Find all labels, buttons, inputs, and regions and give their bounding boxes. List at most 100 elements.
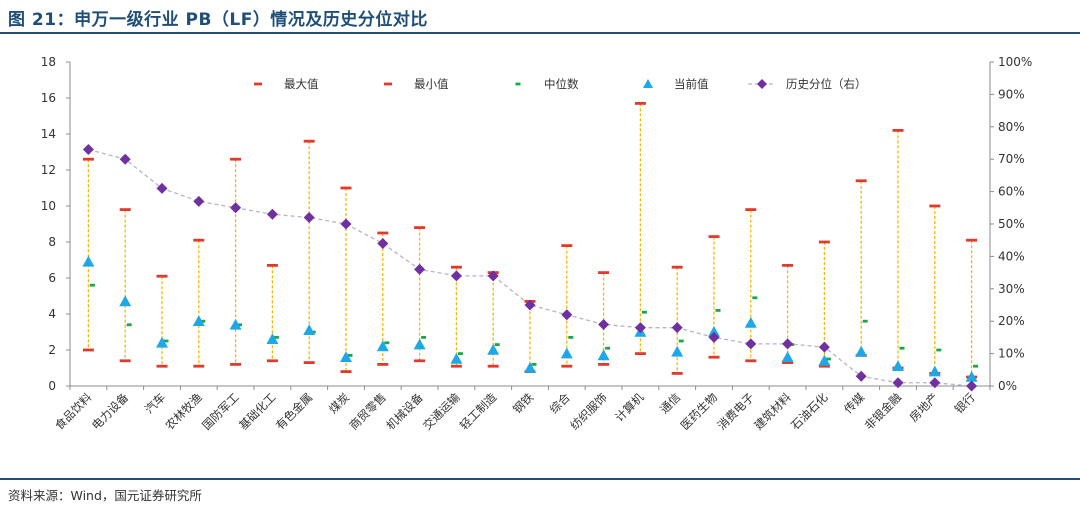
percentile-marker (561, 309, 573, 321)
category-label: 纺织服饰 (567, 390, 609, 432)
percentile-marker (671, 322, 683, 334)
category-label: 医药生物 (678, 390, 720, 432)
current-marker (413, 338, 426, 350)
percentile-marker (818, 341, 830, 353)
max-marker (929, 204, 941, 208)
max-marker (82, 157, 94, 161)
category-label: 食品饮料 (52, 390, 95, 433)
chart-title: 图 21：申万一级行业 PB（LF）情况及历史分位对比 (8, 10, 428, 30)
median-marker (347, 354, 353, 357)
category-label: 钢铁 (510, 390, 537, 417)
category-label: 综合 (547, 390, 574, 417)
min-marker (561, 364, 573, 368)
category-label: 银行 (952, 390, 978, 416)
legend-label: 中位数 (544, 77, 579, 91)
max-marker (450, 265, 462, 269)
min-marker (487, 364, 499, 368)
median-marker (568, 336, 574, 339)
max-marker (303, 139, 315, 143)
max-marker (745, 208, 757, 211)
percentile-marker (855, 370, 867, 382)
category-label: 交通运输 (420, 390, 463, 433)
right-tick-label: 100% (998, 55, 1032, 69)
left-tick-label: 4 (48, 307, 56, 321)
current-marker (818, 354, 831, 366)
percentile-marker (414, 263, 426, 275)
median-marker (641, 310, 647, 314)
legend-label: 历史分位（右） (786, 77, 867, 91)
left-tick-label: 10 (41, 199, 56, 213)
current-marker (708, 326, 720, 337)
current-marker (524, 362, 536, 373)
min-marker (230, 363, 242, 366)
pb-percentile-chart: 0 2 4 6 8 10 12 14 16 18 0% 10% 20% 30% 40% 50% 60% 70% 80… (41, 55, 1033, 433)
median-marker (862, 319, 868, 323)
current-marker (965, 371, 978, 382)
current-marker (560, 347, 573, 359)
percentile-marker (524, 299, 536, 311)
percentile-marker (708, 331, 720, 343)
category-label: 煤炭 (326, 390, 352, 416)
right-tick-label: 40% (998, 249, 1025, 263)
median-marker (973, 364, 979, 368)
max-marker (671, 265, 683, 269)
median-marker (605, 346, 611, 350)
min-marker (745, 359, 757, 363)
percentile-series-line (88, 148, 972, 387)
category-label: 消费电子 (714, 390, 756, 432)
right-tick-label: 10% (998, 347, 1025, 361)
median-marker (531, 363, 537, 366)
max-marker (598, 271, 610, 274)
current-marker (156, 336, 168, 348)
left-tick-label: 0 (48, 379, 56, 393)
current-marker (855, 345, 868, 357)
current-marker (340, 351, 352, 362)
category-label: 房地产 (907, 390, 941, 424)
legend-swatch (515, 82, 521, 86)
right-tick-label: 30% (998, 282, 1025, 296)
current-marker (450, 353, 463, 364)
category-label: 石油石化 (788, 390, 831, 433)
percentile-marker (266, 208, 278, 220)
max-marker (414, 226, 426, 229)
min-marker (634, 352, 646, 355)
max-marker (230, 157, 242, 161)
max-marker (156, 274, 168, 278)
min-marker (266, 359, 278, 363)
percentile-marker (598, 318, 610, 330)
max-marker (782, 264, 794, 267)
max-marker (966, 238, 978, 242)
percentile-marker (303, 212, 315, 224)
current-marker (744, 317, 757, 328)
current-marker (376, 340, 389, 352)
percentile-marker (634, 322, 646, 334)
range-lines (87, 103, 973, 377)
legend: 最大值 最小值 中位数 当前值 历史分位（右） (254, 77, 867, 91)
current-marker (303, 324, 316, 335)
median-marker (494, 343, 500, 346)
current-marker (597, 349, 610, 361)
legend-label: 最大值 (284, 77, 319, 91)
max-marker (266, 264, 278, 267)
min-marker (782, 361, 794, 364)
axes: 0 2 4 6 8 10 12 14 16 18 0% 10% 20% 30% 40% 50% 60% 70% 80… (41, 55, 1033, 433)
median-marker (237, 323, 243, 327)
legend-swatch (384, 82, 392, 86)
category-label: 轻工制造 (457, 390, 500, 433)
max-marker (818, 240, 830, 244)
left-tick-label: 2 (48, 343, 56, 357)
min-marker (450, 364, 462, 368)
current-marker (781, 351, 794, 362)
right-tick-label: 80% (998, 120, 1025, 134)
source-rule (0, 478, 1080, 480)
data-marks (82, 102, 979, 392)
percentile-marker (487, 270, 499, 282)
legend-swatch (643, 79, 653, 88)
right-tick-label: 70% (998, 152, 1025, 166)
category-label: 农林牧渔 (162, 390, 204, 432)
percentile-marker (892, 377, 904, 389)
current-marker (229, 318, 242, 330)
category-label: 通信 (657, 390, 683, 416)
category-label: 国防军工 (199, 390, 241, 432)
right-tick-label: 20% (998, 314, 1025, 328)
